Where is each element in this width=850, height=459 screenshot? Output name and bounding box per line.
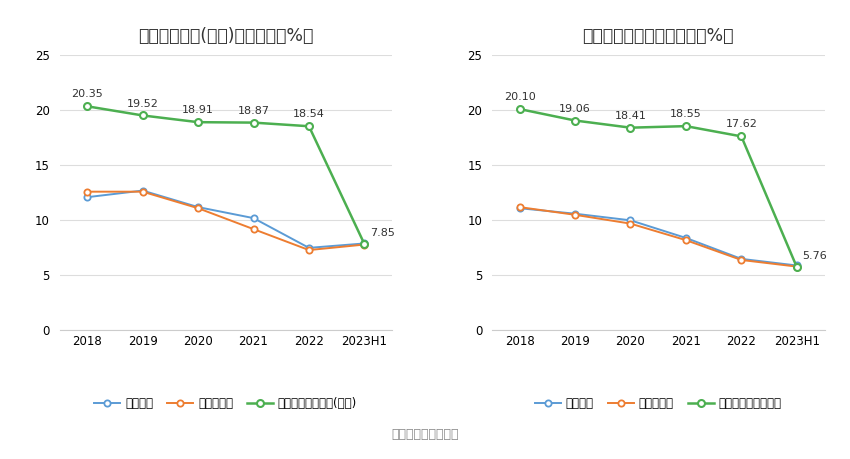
Line: 行业均值: 行业均值	[517, 205, 800, 269]
公司净资产收益率(加权)	[248, 120, 258, 125]
行业中位数	[193, 206, 203, 211]
Text: 18.91: 18.91	[182, 105, 214, 115]
行业中位数	[514, 204, 524, 210]
Text: 18.55: 18.55	[670, 109, 702, 119]
Title: 投入资本回报率历年情况（%）: 投入资本回报率历年情况（%）	[582, 27, 734, 45]
行业均值	[626, 218, 636, 223]
Line: 行业均值: 行业均值	[84, 187, 367, 251]
行业均值	[138, 188, 148, 193]
行业均值	[681, 235, 691, 241]
行业均值	[248, 215, 258, 221]
公司投入资本回报率	[570, 118, 581, 123]
行业中位数	[736, 257, 746, 263]
Text: 19.52: 19.52	[127, 99, 159, 108]
Line: 公司净资产收益率(加权): 公司净资产收益率(加权)	[84, 103, 368, 247]
行业中位数	[82, 189, 93, 195]
行业均值	[193, 204, 203, 210]
行业均值	[360, 241, 370, 246]
Line: 行业中位数: 行业中位数	[84, 189, 367, 253]
公司净资产收益率(加权)	[193, 119, 203, 125]
Text: 18.87: 18.87	[237, 106, 269, 116]
行业中位数	[626, 221, 636, 226]
公司投入资本回报率	[514, 106, 524, 112]
Text: 20.35: 20.35	[71, 90, 103, 99]
行业均值	[791, 263, 802, 268]
行业中位数	[791, 264, 802, 269]
行业均值	[736, 256, 746, 262]
Text: 5.76: 5.76	[802, 252, 827, 262]
公司投入资本回报率	[626, 125, 636, 130]
行业均值	[514, 206, 524, 211]
Text: 17.62: 17.62	[725, 119, 757, 129]
Text: 7.85: 7.85	[370, 229, 394, 238]
Text: 20.10: 20.10	[504, 92, 536, 102]
公司投入资本回报率	[791, 264, 802, 270]
Text: 19.06: 19.06	[559, 104, 591, 113]
行业均值	[570, 211, 581, 217]
公司净资产收益率(加权)	[303, 123, 314, 129]
Line: 行业中位数: 行业中位数	[517, 204, 800, 270]
Text: 18.41: 18.41	[615, 111, 646, 121]
行业中位数	[570, 212, 581, 218]
公司投入资本回报率	[736, 134, 746, 139]
行业中位数	[303, 247, 314, 253]
行业均值	[303, 245, 314, 251]
公司净资产收益率(加权)	[138, 113, 148, 118]
Title: 净资产收益率(加权)历年情况（%）: 净资产收益率(加权)历年情况（%）	[138, 27, 314, 45]
Text: 数据来源：恒生聚源: 数据来源：恒生聚源	[391, 428, 459, 441]
Line: 公司投入资本回报率: 公司投入资本回报率	[516, 106, 800, 270]
行业中位数	[248, 226, 258, 232]
行业中位数	[360, 242, 370, 247]
行业中位数	[681, 237, 691, 243]
Legend: 行业均值, 行业中位数, 公司投入资本回报率: 行业均值, 行业中位数, 公司投入资本回报率	[535, 397, 781, 410]
公司净资产收益率(加权)	[360, 241, 370, 247]
公司净资产收益率(加权)	[82, 104, 93, 109]
行业中位数	[138, 189, 148, 195]
Text: 18.54: 18.54	[293, 109, 325, 119]
行业均值	[82, 195, 93, 200]
Legend: 行业均值, 行业中位数, 公司净资产收益率(加权): 行业均值, 行业中位数, 公司净资产收益率(加权)	[94, 397, 357, 410]
公司投入资本回报率	[681, 123, 691, 129]
